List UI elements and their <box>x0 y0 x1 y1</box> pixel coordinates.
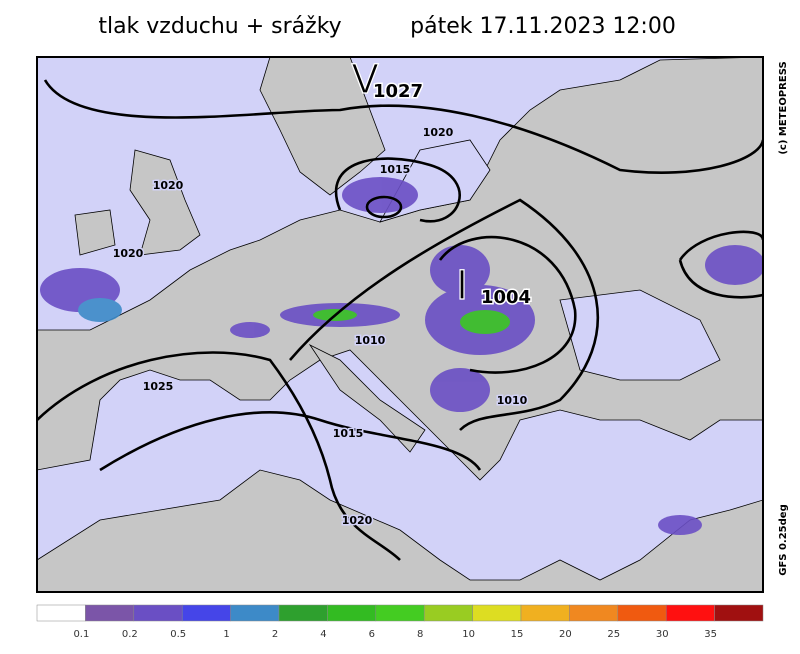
colorbar-label: 15 <box>511 629 524 640</box>
colorbar-label: 0.5 <box>170 629 186 640</box>
isobar-label: 1010 <box>355 334 386 347</box>
isobar-label: 1020 <box>342 514 373 527</box>
colorbar-label: 1 <box>223 629 229 640</box>
colorbar-label: 25 <box>607 629 620 640</box>
colorbar-label: 20 <box>559 629 572 640</box>
colorbar-swatch <box>617 604 667 622</box>
map-frame <box>36 56 764 593</box>
colorbar-label: 4 <box>320 629 326 640</box>
isobar-label: 1015 <box>380 163 411 176</box>
colorbar-label: 35 <box>704 629 717 640</box>
colorbar-swatch <box>520 604 570 622</box>
isobar-label: 1010 <box>497 394 528 407</box>
isobar-label: 1020 <box>113 247 144 260</box>
isobar-label: 1025 <box>143 380 174 393</box>
colorbar-label: 30 <box>656 629 669 640</box>
colorbar-swatch <box>278 604 328 622</box>
scandinavia <box>259 57 386 196</box>
colorbar-swatch <box>230 604 280 622</box>
low-pressure-symbol: I <box>456 263 468 309</box>
copyright: (c) METEOPRESS <box>778 61 789 154</box>
isobar-label: 1020 <box>153 179 184 192</box>
britain <box>129 149 201 256</box>
colorbar-swatch <box>472 604 522 622</box>
colorbar-swatch <box>181 604 231 622</box>
colorbar-label: 8 <box>417 629 423 640</box>
colorbar-swatch <box>375 604 425 622</box>
colorbar-swatch <box>665 604 715 622</box>
colorbar-swatch <box>36 604 86 622</box>
isobar-label: 1020 <box>423 126 454 139</box>
colorbar: 0.1 0.2 0.5 1 2 4 6 8 10 15 20 25 30 35 <box>36 604 764 640</box>
isobar-label: 1015 <box>333 427 364 440</box>
colorbar-label: 0.1 <box>73 629 89 640</box>
low-pressure-value: 1004 <box>481 287 531 308</box>
precipitation <box>40 177 763 535</box>
colorbar-label: 2 <box>272 629 278 640</box>
colorbar-swatch <box>133 604 183 622</box>
colorbar-swatch <box>714 604 764 622</box>
colorbar-swatch <box>423 604 473 622</box>
colorbar-swatch <box>85 604 135 622</box>
isobars <box>37 79 763 561</box>
map-datetime: pátek 17.11.2023 12:00 <box>410 14 676 39</box>
ireland <box>74 209 116 256</box>
colorbar-swatch <box>327 604 377 622</box>
map: 1020 1015 1020 1020 1010 1025 1010 1015 … <box>37 57 763 592</box>
black-sea <box>559 289 721 381</box>
high-pressure-symbol: V <box>351 57 379 103</box>
north-africa <box>37 469 763 592</box>
colorbar-label: 6 <box>369 629 375 640</box>
colorbar-swatch <box>569 604 619 622</box>
high-pressure-value: 1027 <box>373 81 423 102</box>
map-title: tlak vzduchu + srážky <box>98 14 341 39</box>
colorbar-label: 0.2 <box>122 629 138 640</box>
model-label: GFS 0.25deg <box>778 504 789 576</box>
colorbar-label: 10 <box>462 629 475 640</box>
